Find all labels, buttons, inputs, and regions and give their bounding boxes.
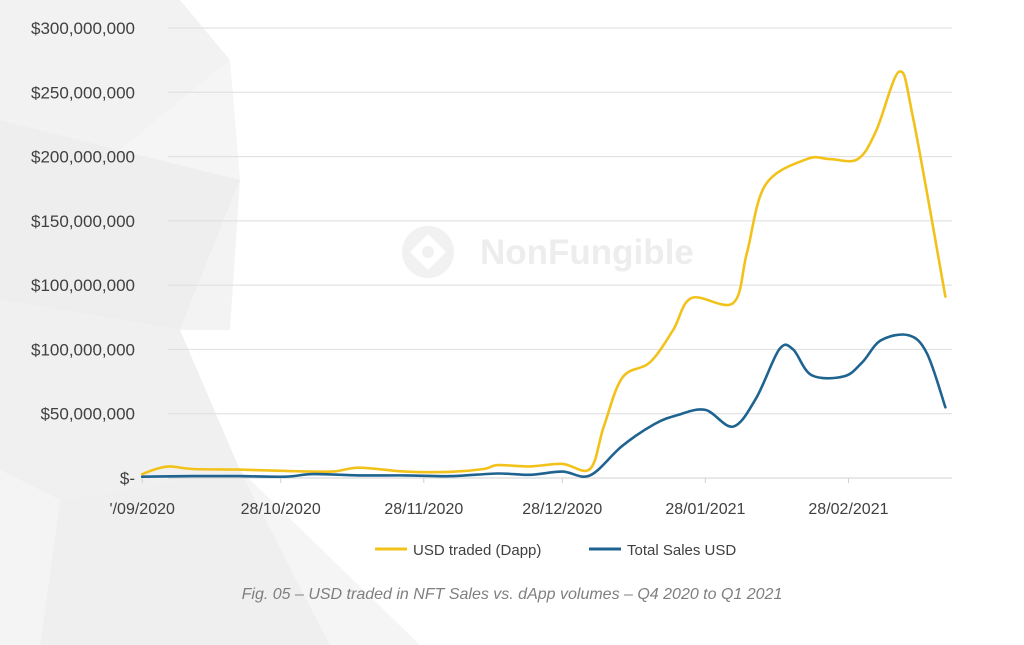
x-tick-label: '/09/2020	[110, 501, 175, 518]
legend-label-dapp: USD traded (Dapp)	[413, 542, 541, 559]
legend: USD traded (Dapp) Total Sales USD	[375, 542, 736, 559]
watermark-text: NonFungible	[480, 233, 694, 272]
y-tick-label: $100,000,000	[31, 276, 135, 295]
y-tick-label: $250,000,000	[31, 83, 135, 102]
x-tick-label: 28/11/2020	[384, 501, 463, 518]
nonfungible-logo-icon	[402, 226, 454, 278]
y-tick-label: $300,000,000	[31, 19, 135, 38]
y-tick-label: $150,000,000	[31, 212, 135, 231]
x-tick-label: 28/02/2021	[808, 501, 888, 518]
series-line-sales	[140, 333, 947, 479]
y-tick-label: $200,000,000	[31, 148, 135, 167]
series-line-dapp	[140, 70, 947, 476]
y-tick-label: $100,000,000	[31, 340, 135, 359]
x-axis: '/09/2020 28/10/2020 28/11/2020 28/12/2020 2…	[110, 478, 889, 518]
y-axis: $- $50,000,000 $100,000,000 $100,000,000 $15…	[31, 19, 135, 488]
legend-item-dapp: USD traded (Dapp)	[375, 542, 541, 559]
y-tick-label: $-	[120, 469, 135, 488]
legend-label-sales: Total Sales USD	[627, 542, 736, 559]
legend-item-sales: Total Sales USD	[589, 542, 736, 559]
y-tick-label: $50,000,000	[40, 405, 135, 424]
x-tick-label: 28/01/2021	[665, 501, 745, 518]
watermark: NonFungible	[402, 226, 694, 278]
figure-caption: Fig. 05 – USD traded in NFT Sales vs. dA…	[241, 586, 783, 603]
x-tick-label: 28/10/2020	[241, 501, 321, 518]
gridlines	[168, 27, 952, 415]
x-tick-label: 28/12/2020	[522, 501, 602, 518]
series-lines	[140, 70, 947, 479]
